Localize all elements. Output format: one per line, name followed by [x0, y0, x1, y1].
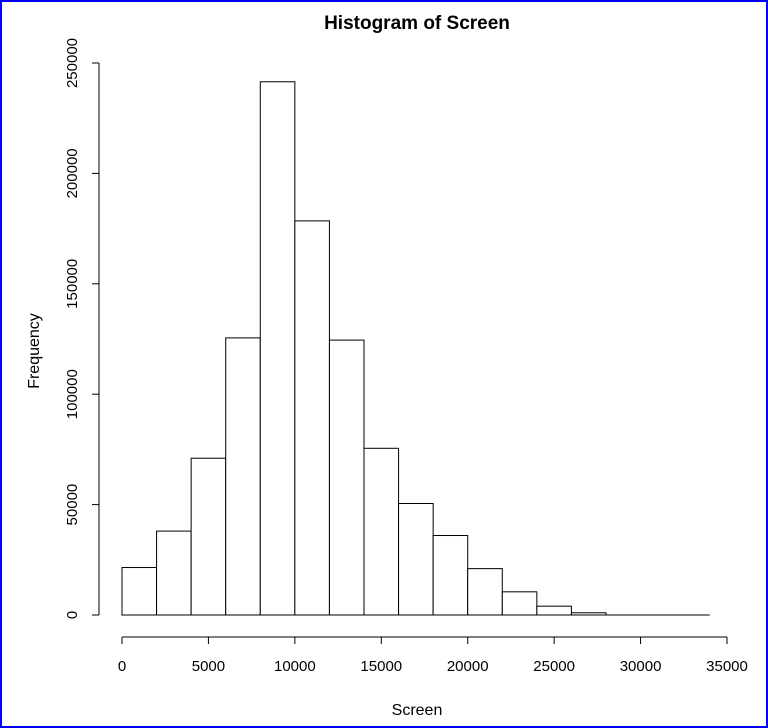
- x-axis: 0 5000 10000 15000 20000 25000 30000 35000: [118, 636, 748, 675]
- histogram-bar: [259, 81, 296, 616]
- x-tick-label: 10000: [274, 658, 316, 675]
- histogram-bar: [156, 530, 192, 616]
- bars-group: [121, 81, 710, 616]
- x-tick-label: 0: [118, 658, 126, 675]
- x-tick-label: 15000: [360, 658, 402, 675]
- histogram-bar: [190, 457, 227, 616]
- y-axis: 0 50000 100000 150000 200000 250000: [64, 38, 100, 619]
- x-tick-label: 20000: [447, 658, 489, 675]
- histogram-bar: [328, 339, 365, 616]
- y-tick-label: 200000: [64, 148, 81, 198]
- y-axis-label: Frequency: [26, 313, 43, 389]
- x-tick-label: 25000: [533, 658, 575, 675]
- histogram-bar: [432, 535, 469, 616]
- x-axis-label: Screen: [392, 702, 443, 719]
- histogram-bar: [363, 447, 400, 616]
- histogram-bar: [501, 591, 538, 616]
- x-tick-label: 30000: [620, 658, 662, 675]
- histogram-bar: [536, 605, 572, 616]
- x-tick-label: 35000: [706, 658, 748, 675]
- chart-title: Histogram of Screen: [324, 13, 510, 34]
- y-tick-label: 0: [64, 611, 81, 619]
- histogram-bar: [467, 568, 503, 616]
- histogram-bar: [121, 567, 158, 616]
- x-tick-label: 5000: [192, 658, 225, 675]
- y-tick-label: 150000: [64, 259, 81, 309]
- y-tick-label: 250000: [64, 38, 81, 88]
- y-tick-label: 50000: [64, 484, 81, 526]
- histogram-bar: [398, 502, 434, 616]
- histogram-bar: [294, 220, 330, 616]
- histogram-bar: [225, 337, 261, 616]
- y-tick-label: 100000: [64, 369, 81, 419]
